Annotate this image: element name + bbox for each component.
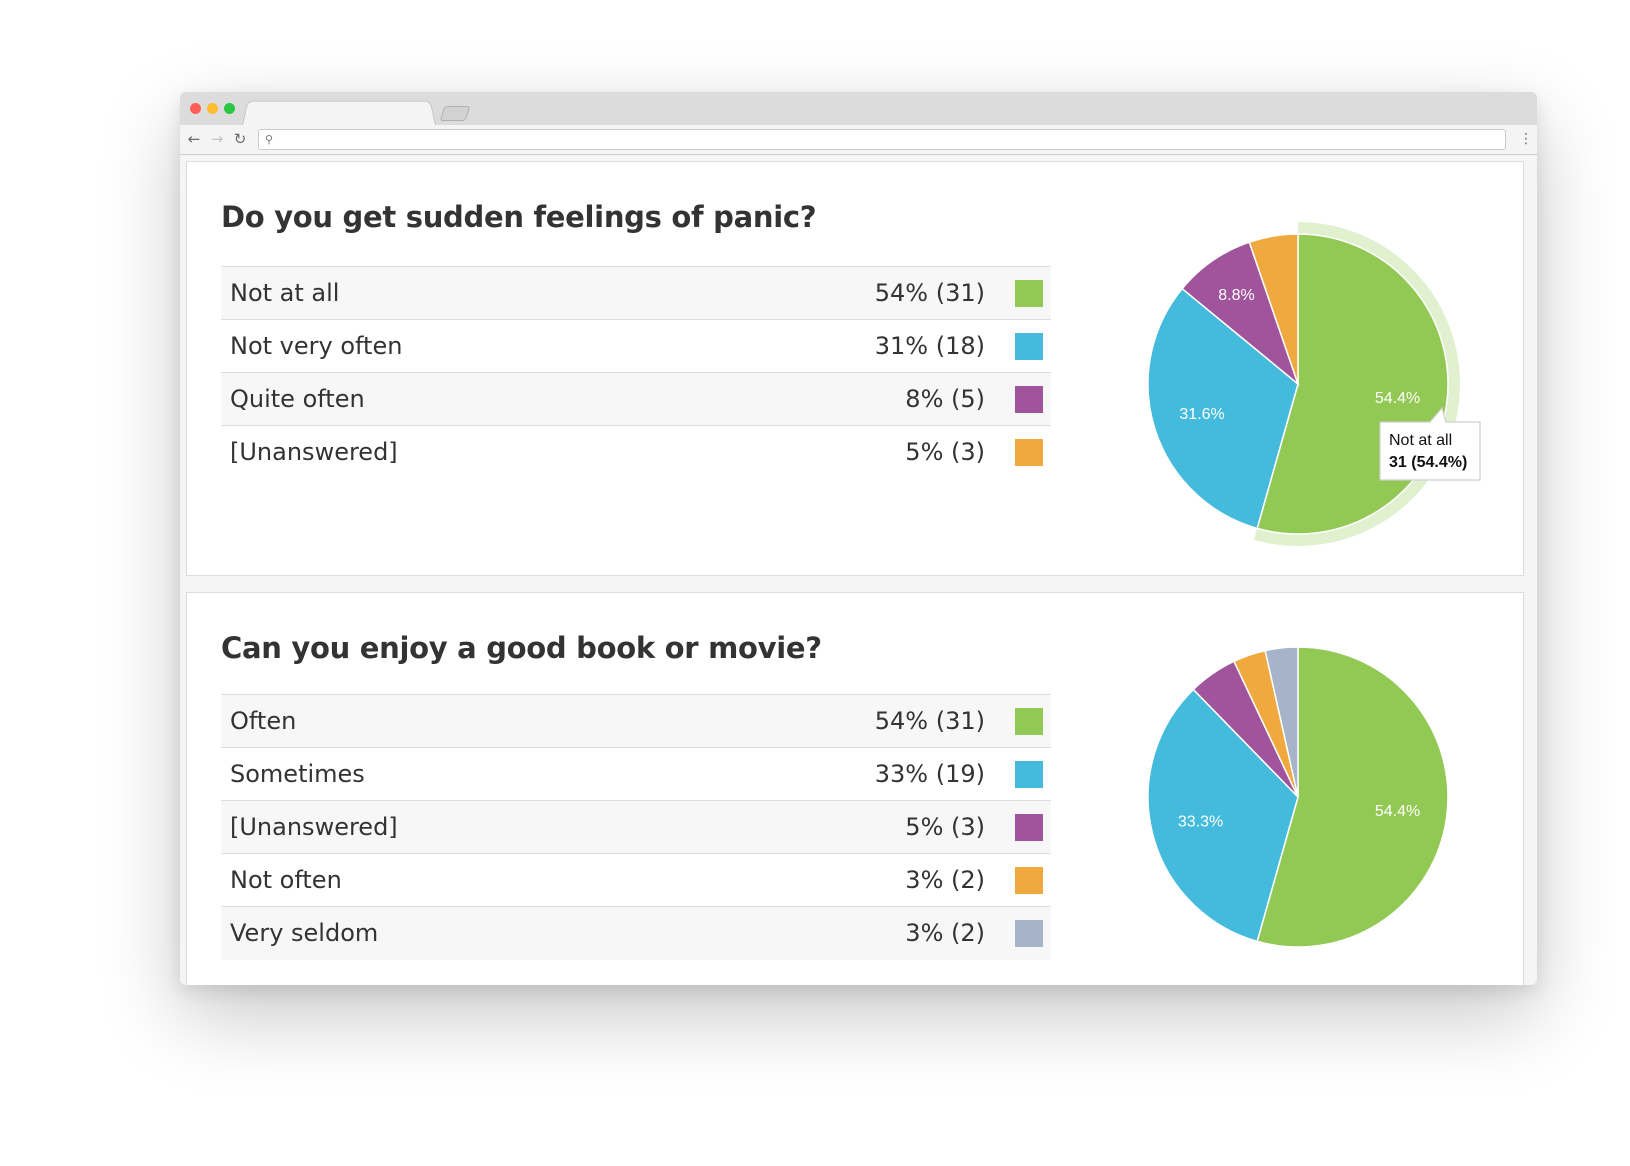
slice-data-label: 33.3%: [1178, 814, 1223, 831]
pie-chart-book-movie[interactable]: 54.4% 33.3%: [187, 593, 1523, 985]
back-arrow-icon[interactable]: ←: [187, 130, 201, 148]
response-label: Not very often: [230, 332, 403, 360]
response-value: 3% (2): [905, 866, 985, 894]
tooltip-title: Not at all: [1389, 432, 1452, 449]
address-bar[interactable]: ⚲: [258, 129, 1506, 150]
response-value: 54% (31): [874, 279, 985, 307]
pie-slice-often[interactable]: [1256, 646, 1449, 948]
color-swatch: [1015, 386, 1043, 413]
slice-data-label: 54.4%: [1375, 390, 1420, 407]
close-window-button[interactable]: [190, 103, 201, 114]
response-label: Not at all: [230, 279, 340, 307]
forward-arrow-icon[interactable]: →: [210, 130, 224, 148]
browser-window: ← → ↻ ⚲ ⋮ Do you get sudden feelings of …: [180, 92, 1537, 985]
response-value: 54% (31): [874, 707, 985, 735]
slice-data-label: 54.4%: [1375, 803, 1420, 820]
color-swatch: [1015, 333, 1043, 360]
question-title: Can you enjoy a good book or movie?: [221, 631, 822, 665]
title-bar: [180, 92, 1537, 125]
response-value: 33% (19): [874, 760, 985, 788]
response-label: Sometimes: [230, 760, 365, 788]
slice-data-label: 8.8%: [1218, 287, 1254, 304]
response-row: Not at all 54% (31): [221, 267, 1051, 320]
response-label: [Unanswered]: [230, 438, 398, 466]
slice-data-label: 31.6%: [1179, 406, 1224, 423]
response-label: [Unanswered]: [230, 813, 398, 841]
response-row: Not very often 31% (18): [221, 320, 1051, 373]
color-swatch: [1015, 708, 1043, 735]
pie-slice-unanswered[interactable]: [1248, 233, 1299, 385]
response-table: Often 54% (31) Sometimes 33% (19) [Unans…: [221, 694, 1051, 960]
tooltip-box: [1379, 406, 1481, 481]
pie-chart-panic[interactable]: 54.4% 31.6% 8.8% Not at all 31 (54.4%): [187, 162, 1523, 575]
response-value: 3% (2): [905, 919, 985, 947]
response-label: Quite often: [230, 385, 365, 413]
pie-slice-quite-often[interactable]: [1181, 241, 1300, 387]
response-row: Often 54% (31): [221, 695, 1051, 748]
color-swatch: [1015, 867, 1043, 894]
color-swatch: [1015, 814, 1043, 841]
response-label: Often: [230, 707, 297, 735]
color-swatch: [1015, 761, 1043, 788]
survey-card-book-movie: Can you enjoy a good book or movie? Ofte…: [186, 592, 1524, 985]
response-value: 5% (3): [905, 438, 985, 466]
pie-slice-very-seldom[interactable]: [1264, 646, 1299, 798]
pie-slice-not-very-often[interactable]: [1147, 287, 1299, 530]
pie-slice-sometimes[interactable]: [1147, 688, 1299, 943]
browser-toolbar: ← → ↻ ⚲ ⋮: [180, 125, 1537, 155]
new-tab-button[interactable]: [439, 106, 471, 121]
response-value: 5% (3): [905, 813, 985, 841]
kebab-menu-icon[interactable]: ⋮: [1519, 131, 1533, 147]
response-label: Very seldom: [230, 919, 379, 947]
response-row: Not often 3% (2): [221, 854, 1051, 907]
chart-tooltip: Not at all 31 (54.4%): [1379, 406, 1481, 481]
search-icon: ⚲: [265, 133, 274, 146]
zoom-window-button[interactable]: [224, 103, 235, 114]
browser-tab[interactable]: [242, 100, 436, 125]
color-swatch: [1015, 280, 1043, 307]
question-title: Do you get sudden feelings of panic?: [221, 200, 817, 234]
response-row: [Unanswered] 5% (3): [221, 426, 1051, 479]
response-label: Not often: [230, 866, 342, 894]
tooltip-value: 31 (54.4%): [1389, 454, 1467, 471]
response-value: 8% (5): [905, 385, 985, 413]
response-row: [Unanswered] 5% (3): [221, 801, 1051, 854]
response-table: Not at all 54% (31) Not very often 31% (…: [221, 266, 1051, 479]
survey-card-panic: Do you get sudden feelings of panic? Not…: [186, 161, 1524, 576]
response-row: Sometimes 33% (19): [221, 748, 1051, 801]
response-value: 31% (18): [874, 332, 985, 360]
color-swatch: [1015, 439, 1043, 466]
response-row: Very seldom 3% (2): [221, 907, 1051, 960]
reload-icon[interactable]: ↻: [233, 130, 247, 148]
response-row: Quite often 8% (5): [221, 373, 1051, 426]
color-swatch: [1015, 920, 1043, 947]
minimize-window-button[interactable]: [207, 103, 218, 114]
